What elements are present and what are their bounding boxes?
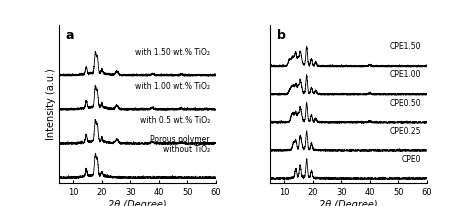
Text: b: b	[276, 29, 285, 42]
Text: CPE0: CPE0	[401, 155, 421, 164]
X-axis label: 2θ (Degree): 2θ (Degree)	[108, 200, 167, 206]
Text: Porous polymer
without TiO₂: Porous polymer without TiO₂	[150, 135, 210, 154]
Text: CPE0.50: CPE0.50	[389, 98, 421, 108]
Text: with 1.50 wt.% TiO₂: with 1.50 wt.% TiO₂	[135, 48, 210, 57]
Text: CPE1.50: CPE1.50	[390, 42, 421, 51]
Text: CPE1.00: CPE1.00	[390, 70, 421, 80]
Text: with 1.00 wt.% TiO₂: with 1.00 wt.% TiO₂	[135, 82, 210, 91]
Y-axis label: Intensity (a.u.): Intensity (a.u.)	[46, 68, 56, 140]
Text: with 0.5 wt.% TiO₂: with 0.5 wt.% TiO₂	[140, 116, 210, 125]
Text: a: a	[65, 29, 74, 42]
Text: CPE0.25: CPE0.25	[390, 127, 421, 136]
X-axis label: 2θ (Degree): 2θ (Degree)	[319, 200, 378, 206]
